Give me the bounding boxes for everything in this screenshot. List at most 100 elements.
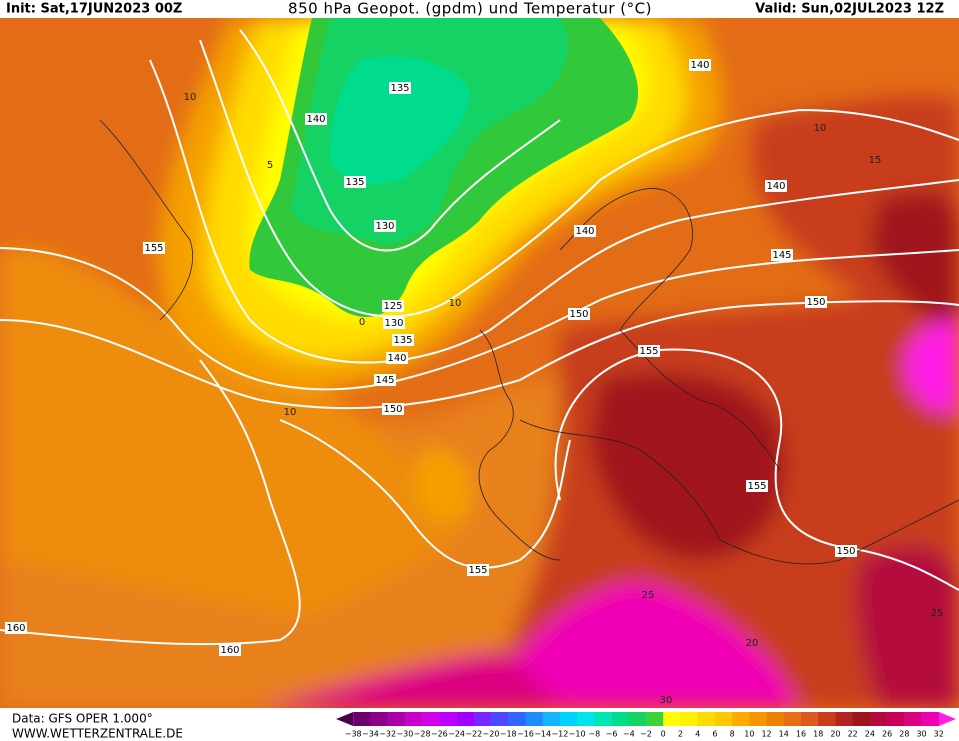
colorbar-label: 32 <box>934 730 944 739</box>
colorbar-label: −28 <box>414 730 431 739</box>
colorbar-label: 4 <box>695 730 700 739</box>
colorbar-swatch <box>801 712 819 726</box>
contour-label: 140 <box>306 114 325 125</box>
colorbar-swatch <box>559 712 578 726</box>
contour-label-box <box>835 545 857 557</box>
geopotential-contours <box>0 29 959 646</box>
contour-label-box <box>805 296 827 308</box>
contour-label-box <box>392 334 414 346</box>
colorbar-swatch <box>835 712 853 726</box>
colorbar-label: −24 <box>448 730 465 739</box>
contour-label: 160 <box>220 645 239 656</box>
contour-label-box <box>382 300 404 312</box>
colorbar-label: −22 <box>465 730 482 739</box>
contour-label: 145 <box>375 375 394 386</box>
contour-label: 125 <box>383 301 402 312</box>
colorbar-label: 14 <box>779 730 789 739</box>
contour-label-box <box>746 480 768 492</box>
contour-label-box <box>765 180 787 192</box>
isotherm-label: 0 <box>359 317 365 328</box>
colorbar-swatch <box>766 712 785 726</box>
colorbar-label: −10 <box>569 730 586 739</box>
contour-label-box <box>374 374 396 386</box>
contour-label-box <box>383 317 405 329</box>
colorbar-swatch <box>852 712 871 726</box>
contour-label: 135 <box>345 177 364 188</box>
colorbar-swatch <box>439 712 457 726</box>
data-source: Data: GFS OPER 1.000° <box>12 712 153 726</box>
colorbar-swatch <box>387 712 406 726</box>
contour-label: 135 <box>393 335 412 346</box>
colorbar-swatch <box>783 712 802 726</box>
contour-label-box <box>771 249 793 261</box>
colorbar-label: −38 <box>345 730 362 739</box>
isotherm-label: 20 <box>746 638 759 649</box>
colorbar-swatch <box>628 712 647 726</box>
contour-label: 155 <box>747 481 766 492</box>
colorbar-label: −2 <box>640 730 652 739</box>
colorbar-swatch <box>422 712 440 726</box>
colorbar-swatch <box>680 712 698 726</box>
colorbar-swatch <box>732 712 750 726</box>
contour-label: 155 <box>639 346 658 357</box>
colorbar-swatch <box>921 712 940 726</box>
colorbar-swatch <box>456 712 475 726</box>
contour-label: 150 <box>569 309 588 320</box>
contour-label: 130 <box>375 221 394 232</box>
colorbar-label: 6 <box>712 730 717 739</box>
colorbar-label: −20 <box>483 730 500 739</box>
init-time: Init: Sat,17JUN2023 00Z <box>6 2 182 17</box>
colorbar-label: −4 <box>623 730 635 739</box>
colorbar-label: 22 <box>848 730 858 739</box>
colorbar-label: −14 <box>534 730 551 739</box>
contour-label: 140 <box>690 60 709 71</box>
colorbar-swatch <box>904 712 922 726</box>
colorbar-label: −12 <box>551 730 568 739</box>
colorbar-label: 0 <box>661 730 666 739</box>
colorbar-label: 28 <box>899 730 909 739</box>
colorbar-label: 30 <box>916 730 926 739</box>
colorbar-swatch <box>577 712 595 726</box>
colorbar-label: 16 <box>796 730 806 739</box>
colorbar-label: −6 <box>606 730 618 739</box>
colorbar-label: 10 <box>744 730 754 739</box>
colorbar-label: −34 <box>362 730 379 739</box>
website: WWW.WETTERZENTRALE.DE <box>12 727 183 741</box>
isotherm-label: 10 <box>184 92 197 103</box>
colorbar-arrow <box>938 712 956 726</box>
isotherm-label: 15 <box>869 155 882 166</box>
colorbar-swatch <box>714 712 733 726</box>
contour-label: 160 <box>6 623 25 634</box>
contour-label-box <box>344 176 366 188</box>
colorbar-swatch <box>663 712 681 726</box>
contour-label-box <box>305 113 327 125</box>
valid-time: Valid: Sun,02JUL2023 12Z <box>755 2 944 17</box>
isotherm-label: 25 <box>642 590 655 601</box>
contour-label-box <box>5 622 27 634</box>
colorbar-label: 8 <box>730 730 735 739</box>
isotherm-label: 5 <box>267 160 273 171</box>
colorbar-swatch <box>697 712 716 726</box>
colorbar-label: −30 <box>396 730 413 739</box>
colorbar-arrow <box>336 712 354 726</box>
contour-label-box <box>386 352 408 364</box>
colorbar-swatch <box>370 712 388 726</box>
contour-label: 145 <box>772 250 791 261</box>
contour-label: 150 <box>836 546 855 557</box>
contour-label: 140 <box>575 226 594 237</box>
colorbar-swatch <box>749 712 767 726</box>
isotherm-label: 25 <box>931 608 944 619</box>
contour-label-box <box>374 220 396 232</box>
map-title: 850 hPa Geopot. (gpdm) und Temperatur (°… <box>288 0 652 18</box>
contour-label: 140 <box>387 353 406 364</box>
coastlines <box>99 119 959 565</box>
contour-label: 130 <box>384 318 403 329</box>
colorbar-swatch <box>646 712 664 726</box>
colorbar-swatch <box>869 712 888 726</box>
colorbar-swatch <box>542 712 561 726</box>
colorbar-label: −26 <box>431 730 448 739</box>
colorbar-label: 12 <box>761 730 771 739</box>
contour-label-box <box>568 308 590 320</box>
colorbar-swatch <box>353 712 371 726</box>
